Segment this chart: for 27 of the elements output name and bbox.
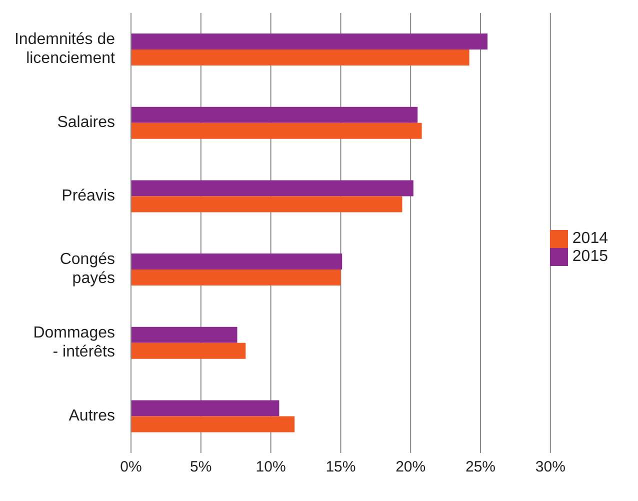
bar — [131, 326, 238, 343]
bar — [131, 106, 418, 123]
x-tick-label: 15% — [326, 458, 356, 476]
bar — [131, 270, 341, 286]
y-tick-label: Dommages - intérêts — [33, 324, 115, 361]
bar — [131, 416, 295, 432]
bar — [131, 400, 280, 416]
x-tick-label: 25% — [465, 458, 496, 476]
y-tick-label: Indemnités de licenciement — [14, 31, 116, 68]
x-tick-label: 20% — [396, 458, 426, 476]
bar — [131, 50, 470, 66]
bar — [131, 122, 422, 139]
bar — [131, 254, 342, 270]
y-tick-label: Salaires — [57, 114, 115, 132]
bar — [131, 180, 414, 196]
bar — [131, 34, 488, 50]
legend-label: 2015 — [572, 248, 608, 266]
legend-label: 2014 — [572, 230, 608, 247]
bar — [131, 196, 402, 212]
x-tick-label: 30% — [535, 458, 566, 476]
x-tick-label: 0% — [120, 458, 142, 476]
bar — [131, 342, 246, 359]
x-tick-label: 5% — [190, 458, 212, 476]
y-tick-label: Préavis — [62, 188, 115, 205]
y-tick-label: Autres — [68, 408, 115, 425]
x-tick-label: 10% — [256, 458, 286, 476]
y-tick-label: Congés payés — [60, 251, 115, 288]
